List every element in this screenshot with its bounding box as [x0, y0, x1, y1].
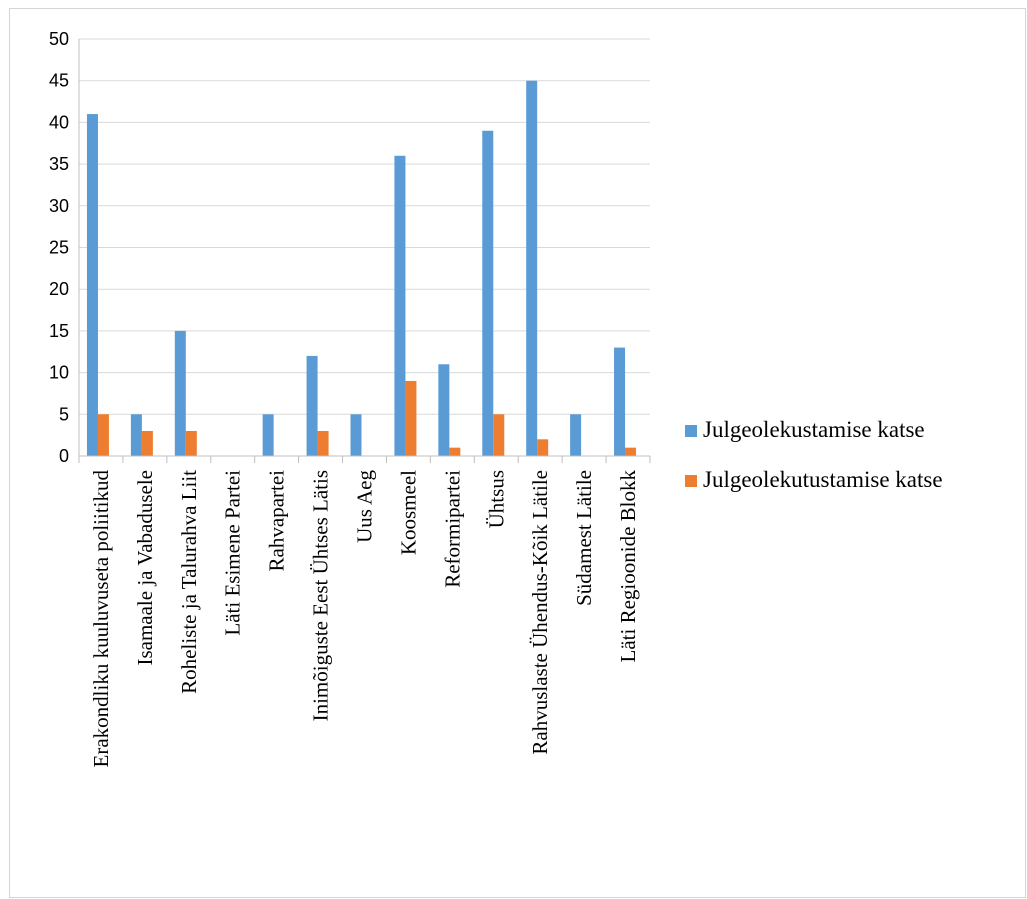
- y-tick-label: 50: [49, 29, 69, 49]
- legend-swatch: [685, 425, 697, 437]
- legend: Julgeolekustamise katse Julgeolekutustami…: [685, 417, 943, 492]
- bar-julgeolekustamise: [482, 130, 494, 456]
- legend-label: Julgeolekustamise katse: [703, 417, 925, 442]
- bar-julgeolekutustamise: [405, 380, 417, 456]
- category-label: Südamest Lätile: [572, 470, 596, 606]
- category-label: Uus Aeg: [353, 470, 377, 543]
- category-labels: Erakondliku kuuluvuseta poliitikud Isamaa…: [89, 470, 640, 768]
- legend-swatch: [685, 475, 697, 487]
- category-label: Erakondliku kuuluvuseta poliitikud: [89, 470, 113, 768]
- bar-julgeolekustamise: [614, 347, 626, 456]
- y-tick-label: 40: [49, 112, 69, 132]
- y-tick-label: 0: [59, 446, 69, 466]
- bar-julgeolekustamise: [86, 114, 98, 456]
- y-tick-label: 45: [49, 71, 69, 91]
- chart-frame: 0 5 10 15 20 25 30 35 40 45 50 Erakondliku kuuluvu…: [9, 8, 1026, 898]
- bar-julgeolekustamise: [262, 414, 274, 456]
- bars: [86, 80, 637, 456]
- category-label: Läti Regioonide Blokk: [616, 470, 640, 663]
- category-label: Isamaale ja Vabadusele: [133, 470, 157, 666]
- category-label: Rahvapartei: [265, 470, 289, 572]
- bar-julgeolekustamise: [394, 155, 406, 456]
- category-label: Roheliste ja Talurahva Liit: [177, 470, 201, 694]
- bar-julgeolekustamise: [526, 80, 538, 456]
- y-tick-label: 25: [49, 238, 69, 258]
- category-label: Koosmeel: [396, 470, 420, 555]
- bar-julgeolekutustamise: [141, 430, 153, 456]
- y-tick-label: 30: [49, 196, 69, 216]
- grid-lines: [79, 38, 650, 415]
- bar-julgeolekustamise: [306, 355, 318, 456]
- y-tick-label: 10: [49, 363, 69, 383]
- bar-julgeolekustamise: [438, 364, 450, 456]
- bar-julgeolekutustamise: [493, 414, 505, 456]
- bar-julgeolekustamise: [174, 330, 186, 456]
- y-tick-label: 15: [49, 321, 69, 341]
- bar-julgeolekustamise: [130, 414, 142, 456]
- category-label: Inimõiguste Eest Ühtses Lätis: [309, 470, 333, 721]
- y-tick-labels: 0 5 10 15 20 25 30 35 40 45 50: [49, 29, 69, 466]
- category-label: Reformipartei: [440, 470, 464, 588]
- y-tick-label: 35: [49, 154, 69, 174]
- bar-julgeolekutustamise: [449, 447, 461, 456]
- y-tick-label: 20: [49, 279, 69, 299]
- category-label: Ühtsus: [484, 470, 508, 528]
- axes: [78, 39, 651, 463]
- bar-julgeolekutustamise: [625, 447, 637, 456]
- bar-julgeolekustamise: [570, 414, 582, 456]
- bar-julgeolekutustamise: [537, 439, 549, 456]
- y-tick-label: 5: [59, 404, 69, 424]
- bar-julgeolekutustamise: [97, 414, 109, 456]
- bar-julgeolekustamise: [350, 414, 362, 456]
- bar-julgeolekutustamise: [317, 430, 329, 456]
- category-label: Rahvuslaste Ühendus-Kõik Lätile: [528, 470, 552, 755]
- bar-julgeolekutustamise: [185, 430, 197, 456]
- bar-chart: 0 5 10 15 20 25 30 35 40 45 50 Erakondliku kuuluvu…: [49, 29, 943, 768]
- category-label: Läti Esimene Partei: [221, 470, 245, 636]
- legend-label: Julgeolekutustamise katse: [703, 467, 943, 492]
